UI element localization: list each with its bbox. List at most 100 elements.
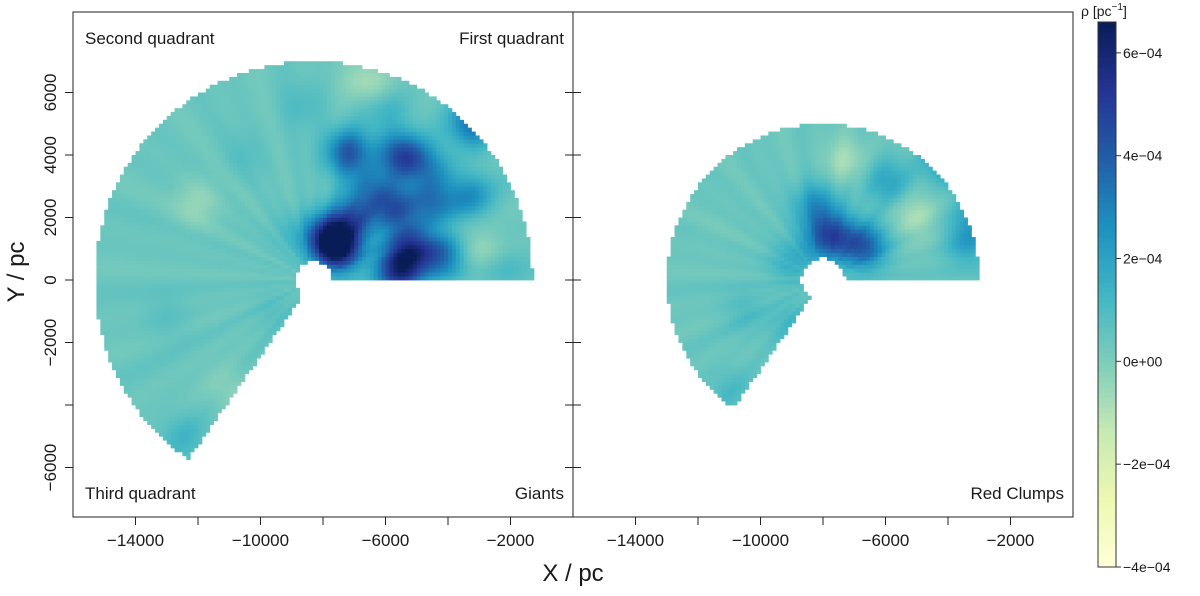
heatmap-cell: [229, 240, 234, 246]
heatmap-cell: [139, 229, 144, 234]
heatmap-cell: [377, 80, 382, 86]
heatmap-cell: [170, 334, 175, 339]
heatmap-cell: [280, 115, 285, 121]
heatmap-cell: [162, 408, 168, 414]
heatmap-cell: [252, 205, 257, 211]
heatmap-cell: [237, 233, 242, 238]
heatmap-cell: [233, 88, 238, 93]
heatmap-cell: [147, 381, 152, 386]
heatmap-cell: [272, 127, 277, 132]
heatmap-cell: [221, 389, 226, 394]
heatmap-cell: [186, 178, 191, 183]
heatmap-cell: [346, 237, 351, 242]
heatmap-cell: [135, 389, 140, 394]
heatmap-cell: [334, 151, 340, 156]
heatmap-cell: [205, 240, 211, 246]
heatmap-cell: [362, 170, 367, 175]
heatmap-cell: [311, 147, 316, 152]
heatmap-cell: [365, 166, 371, 172]
heatmap-cell: [194, 373, 199, 379]
heatmap-cell: [186, 369, 191, 375]
heatmap-cell: [283, 127, 289, 132]
heatmap-cell: [151, 322, 156, 328]
heatmap-cell: [342, 260, 347, 265]
heatmap-cell: [194, 334, 199, 339]
heatmap-cell: [194, 362, 199, 367]
heatmap-cell: [334, 135, 340, 140]
heatmap-cell: [131, 201, 136, 207]
heatmap-cell: [381, 182, 386, 187]
heatmap-cell: [213, 256, 218, 261]
heatmap-cell: [280, 315, 285, 320]
heatmap-cell: [365, 178, 371, 183]
heatmap-cell: [158, 362, 164, 367]
heatmap-cell: [330, 131, 336, 136]
heatmap-cell: [186, 213, 191, 218]
heatmap-cell: [147, 346, 152, 351]
heatmap-cell: [213, 405, 218, 410]
heatmap-cell: [342, 151, 347, 156]
heatmap-cell: [365, 205, 371, 211]
heatmap-cell: [233, 123, 238, 129]
heatmap-cell: [303, 260, 308, 265]
heatmap-cell: [155, 151, 160, 156]
heatmap-cell: [104, 264, 109, 269]
heatmap-cell: [330, 217, 336, 222]
heatmap-cell: [217, 197, 222, 203]
heatmap-cell: [229, 342, 234, 347]
heatmap-cell: [252, 315, 257, 320]
heatmap-cell: [326, 194, 332, 199]
heatmap-cell: [186, 260, 191, 265]
heatmap-cell: [346, 139, 351, 144]
heatmap-cell: [194, 225, 199, 230]
heatmap-cell: [221, 405, 226, 410]
heatmap-cell: [186, 139, 191, 144]
heatmap-cell: [135, 373, 140, 379]
heatmap-cell: [272, 287, 277, 293]
heatmap-cell: [229, 385, 234, 390]
heatmap-cell: [233, 307, 238, 312]
heatmap-cell: [283, 248, 289, 254]
heatmap-cell: [252, 119, 257, 125]
heatmap-cell: [307, 201, 312, 207]
heatmap-cell: [272, 197, 277, 203]
heatmap-cell: [233, 268, 238, 273]
heatmap-cell: [151, 369, 156, 375]
heatmap-cell: [244, 213, 250, 218]
heatmap-cell: [354, 209, 359, 214]
heatmap-cell: [237, 276, 242, 281]
heatmap-cell: [311, 69, 316, 74]
heatmap-cell: [307, 61, 312, 66]
heatmap-cell: [315, 76, 320, 82]
heatmap-cell: [115, 358, 121, 363]
heatmap-cell: [127, 276, 132, 281]
heatmap-cell: [233, 194, 238, 199]
heatmap-cell: [155, 291, 160, 297]
heatmap-cell: [198, 147, 203, 152]
heatmap-cell: [205, 401, 211, 406]
heatmap-cell: [131, 354, 136, 359]
heatmap-cell: [323, 69, 328, 74]
heatmap-cell: [315, 112, 320, 117]
heatmap-cell: [151, 252, 156, 257]
heatmap-cell: [295, 299, 300, 304]
heatmap-cell: [229, 186, 234, 191]
heatmap-cell: [248, 92, 254, 97]
heatmap-cell: [377, 127, 382, 132]
heatmap-cell: [248, 268, 254, 273]
heatmap-cell: [272, 209, 277, 214]
heatmap-cell: [342, 186, 347, 191]
heatmap-cell: [280, 311, 285, 316]
heatmap-cell: [135, 252, 140, 257]
heatmap-cell: [147, 408, 152, 414]
heatmap-cell: [190, 346, 195, 351]
heatmap-cell: [155, 416, 160, 422]
heatmap-cell: [155, 178, 160, 183]
heatmap-cell: [248, 315, 254, 320]
heatmap-cell: [123, 248, 129, 254]
heatmap-cell: [112, 311, 117, 316]
heatmap-cell: [201, 166, 207, 172]
heatmap-cell: [260, 342, 265, 347]
heatmap-cell: [135, 248, 140, 254]
heatmap-cell: [170, 342, 175, 347]
